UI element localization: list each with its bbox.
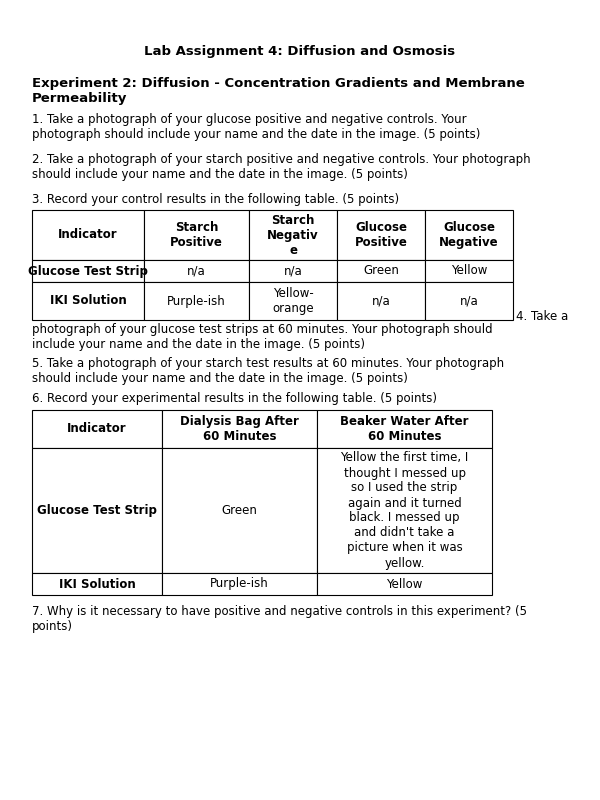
Bar bbox=[425, 282, 513, 320]
Bar bbox=[144, 260, 249, 282]
Text: Starch
Positive: Starch Positive bbox=[170, 221, 223, 249]
Bar bbox=[249, 210, 337, 260]
Bar bbox=[144, 282, 249, 320]
Text: Purple-ish: Purple-ish bbox=[210, 578, 269, 590]
Bar bbox=[32, 210, 144, 260]
Bar bbox=[144, 210, 249, 260]
Text: Indicator: Indicator bbox=[58, 229, 118, 242]
Bar bbox=[162, 448, 317, 573]
Text: 5. Take a photograph of your starch test results at 60 minutes. Your photograph
: 5. Take a photograph of your starch test… bbox=[32, 357, 504, 385]
Text: Glucose Test Strip: Glucose Test Strip bbox=[28, 265, 148, 278]
Bar bbox=[249, 260, 337, 282]
Bar bbox=[32, 260, 144, 282]
Bar bbox=[317, 448, 492, 573]
Text: Yellow the first time, I
thought I messed up
so I used the strip
again and it tu: Yellow the first time, I thought I messe… bbox=[340, 451, 469, 570]
Text: Glucose
Positive: Glucose Positive bbox=[355, 221, 407, 249]
Text: 6. Record your experimental results in the following table. (5 points): 6. Record your experimental results in t… bbox=[32, 392, 437, 405]
Text: 1. Take a photograph of your glucose positive and negative controls. Your
photog: 1. Take a photograph of your glucose pos… bbox=[32, 113, 481, 141]
Bar bbox=[425, 210, 513, 260]
Bar bbox=[32, 282, 144, 320]
Text: Yellow: Yellow bbox=[451, 265, 487, 278]
Text: photograph of your glucose test strips at 60 minutes. Your photograph should
inc: photograph of your glucose test strips a… bbox=[32, 323, 493, 351]
Bar bbox=[32, 573, 162, 595]
Text: Green: Green bbox=[221, 504, 257, 517]
Text: n/a: n/a bbox=[187, 265, 206, 278]
Text: IKI Solution: IKI Solution bbox=[59, 578, 136, 590]
Bar bbox=[162, 410, 317, 448]
Bar bbox=[32, 448, 162, 573]
Text: n/a: n/a bbox=[371, 294, 391, 307]
Bar bbox=[162, 573, 317, 595]
Bar bbox=[317, 573, 492, 595]
Text: Lab Assignment 4: Diffusion and Osmosis: Lab Assignment 4: Diffusion and Osmosis bbox=[145, 45, 455, 58]
Text: Starch
Negativ
e: Starch Negativ e bbox=[267, 214, 319, 257]
Text: Yellow: Yellow bbox=[386, 578, 422, 590]
Bar bbox=[337, 282, 425, 320]
Text: Purple-ish: Purple-ish bbox=[167, 294, 226, 307]
Text: IKI Solution: IKI Solution bbox=[50, 294, 127, 307]
Text: 7. Why is it necessary to have positive and negative controls in this experiment: 7. Why is it necessary to have positive … bbox=[32, 605, 527, 633]
Text: Indicator: Indicator bbox=[67, 422, 127, 435]
Text: Beaker Water After
60 Minutes: Beaker Water After 60 Minutes bbox=[340, 415, 469, 443]
Bar bbox=[425, 260, 513, 282]
Bar bbox=[32, 410, 162, 448]
Text: Experiment 2: Diffusion - Concentration Gradients and Membrane
Permeability: Experiment 2: Diffusion - Concentration … bbox=[32, 77, 525, 105]
Text: 3. Record your control results in the following table. (5 points): 3. Record your control results in the fo… bbox=[32, 193, 399, 206]
Text: Glucose
Negative: Glucose Negative bbox=[439, 221, 499, 249]
Text: n/a: n/a bbox=[284, 265, 302, 278]
Text: Green: Green bbox=[363, 265, 399, 278]
Text: n/a: n/a bbox=[460, 294, 478, 307]
Text: 4. Take a: 4. Take a bbox=[516, 310, 568, 323]
Bar bbox=[317, 410, 492, 448]
Text: 2. Take a photograph of your starch positive and negative controls. Your photogr: 2. Take a photograph of your starch posi… bbox=[32, 153, 530, 181]
Text: Yellow-
orange: Yellow- orange bbox=[272, 287, 314, 315]
Bar bbox=[249, 282, 337, 320]
Text: Glucose Test Strip: Glucose Test Strip bbox=[37, 504, 157, 517]
Text: Dialysis Bag After
60 Minutes: Dialysis Bag After 60 Minutes bbox=[180, 415, 299, 443]
Bar bbox=[337, 210, 425, 260]
Bar bbox=[337, 260, 425, 282]
